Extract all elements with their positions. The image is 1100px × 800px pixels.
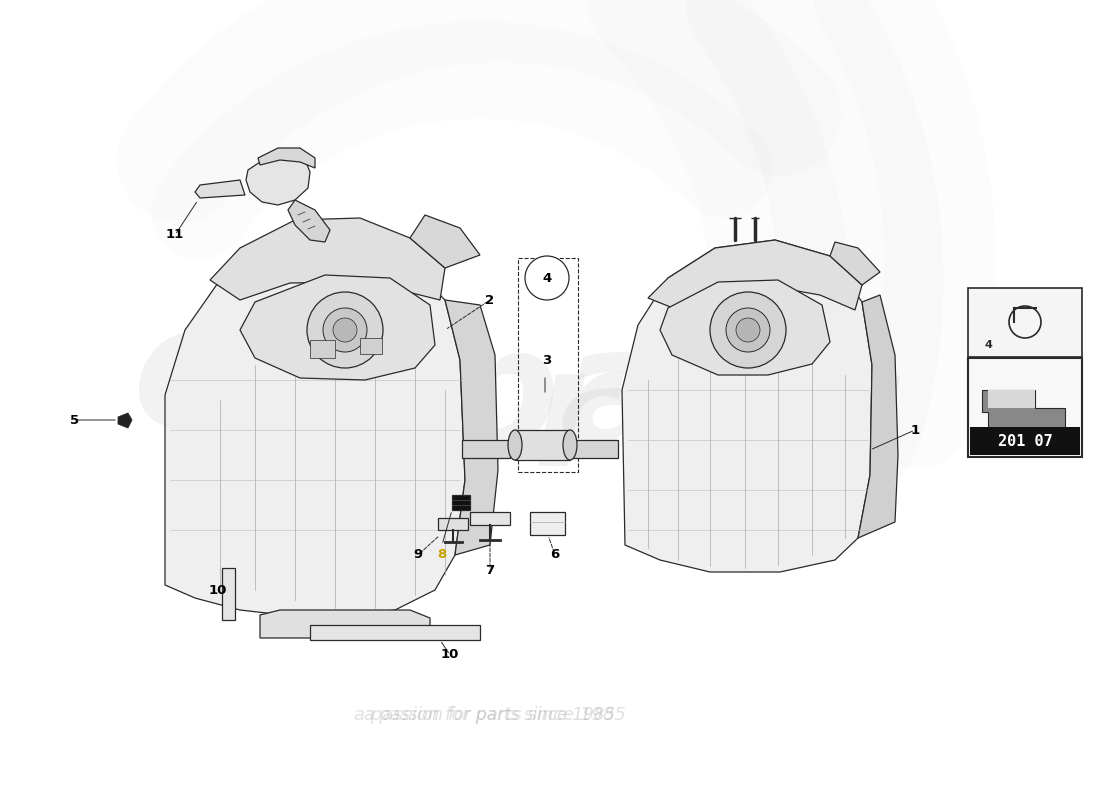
- Text: 7: 7: [485, 563, 495, 577]
- Circle shape: [525, 256, 569, 300]
- Polygon shape: [310, 625, 480, 640]
- Polygon shape: [195, 180, 245, 198]
- FancyBboxPatch shape: [968, 358, 1082, 457]
- Text: 10: 10: [441, 649, 459, 662]
- Polygon shape: [988, 390, 1035, 408]
- Polygon shape: [410, 215, 480, 268]
- Bar: [518, 258, 578, 472]
- Polygon shape: [660, 280, 830, 375]
- Circle shape: [307, 292, 383, 368]
- Polygon shape: [260, 610, 430, 638]
- Bar: [970, 427, 1080, 455]
- Circle shape: [710, 292, 786, 368]
- Polygon shape: [210, 218, 446, 300]
- Text: a passion for parts since 1985: a passion for parts since 1985: [354, 706, 626, 724]
- Text: 10: 10: [209, 583, 228, 597]
- Circle shape: [323, 308, 367, 352]
- Text: 4: 4: [984, 340, 992, 350]
- Polygon shape: [830, 242, 880, 285]
- Polygon shape: [452, 495, 470, 510]
- Polygon shape: [570, 440, 618, 458]
- Text: 201 07: 201 07: [998, 434, 1053, 449]
- Text: 9: 9: [414, 549, 422, 562]
- FancyBboxPatch shape: [968, 288, 1082, 357]
- Circle shape: [333, 318, 358, 342]
- Bar: [310, 340, 336, 358]
- Text: a passion for parts since 1985: a passion for parts since 1985: [364, 706, 616, 724]
- Text: 1: 1: [911, 423, 920, 437]
- Polygon shape: [118, 413, 132, 428]
- Polygon shape: [288, 200, 330, 242]
- Polygon shape: [438, 518, 468, 530]
- Polygon shape: [165, 240, 465, 618]
- Ellipse shape: [508, 430, 522, 460]
- Polygon shape: [858, 295, 898, 538]
- Polygon shape: [648, 240, 862, 310]
- Circle shape: [736, 318, 760, 342]
- Text: rtes: rtes: [534, 338, 906, 502]
- Polygon shape: [470, 512, 510, 525]
- Text: 8: 8: [438, 549, 447, 562]
- Text: 11: 11: [166, 229, 184, 242]
- Text: eur: eur: [133, 298, 447, 462]
- Polygon shape: [222, 568, 235, 620]
- Polygon shape: [240, 275, 434, 380]
- Polygon shape: [982, 390, 1065, 430]
- Polygon shape: [258, 148, 315, 168]
- Text: 4: 4: [542, 271, 551, 285]
- Polygon shape: [246, 153, 310, 205]
- Polygon shape: [530, 512, 565, 535]
- Text: 6: 6: [550, 549, 560, 562]
- Text: 5: 5: [70, 414, 79, 426]
- Text: opa: opa: [327, 318, 673, 482]
- Circle shape: [726, 308, 770, 352]
- Polygon shape: [446, 300, 498, 555]
- Bar: [360, 338, 382, 354]
- Polygon shape: [462, 440, 510, 458]
- Polygon shape: [515, 430, 570, 460]
- Text: 3: 3: [542, 354, 551, 366]
- Polygon shape: [621, 240, 872, 572]
- Text: 2: 2: [485, 294, 495, 306]
- Ellipse shape: [563, 430, 578, 460]
